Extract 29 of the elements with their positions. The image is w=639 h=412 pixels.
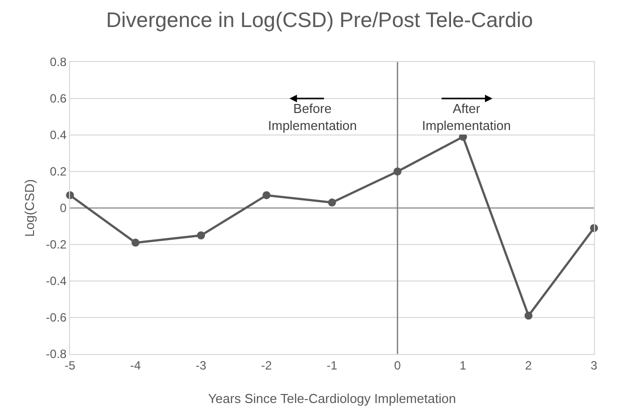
x-tick-label: -2 (261, 358, 272, 372)
x-axis-title: Years Since Tele-Cardiology Implemetation (208, 391, 456, 406)
point (524, 312, 532, 320)
point (132, 238, 140, 247)
x-tick-label: 2 (525, 358, 532, 372)
y-tick-label: -0.8 (46, 347, 67, 362)
y-tick-label: -0.4 (46, 274, 67, 288)
y-tick-label: 0 (60, 201, 67, 216)
x-tick-label: -1 (326, 358, 338, 372)
y-tick-label: -0.2 (46, 238, 67, 252)
point (197, 231, 205, 240)
y-tick-label: 0.8 (50, 55, 67, 70)
point (328, 198, 336, 207)
y-tick-label: 0.4 (50, 128, 67, 142)
annotation: Before Implementation (268, 101, 357, 133)
chart-title: Divergence in Log(CSD) Pre/Post Tele-Cardio (106, 9, 533, 32)
x-tick-label: 1 (460, 358, 467, 372)
x-tick-label: 3 (590, 358, 598, 372)
x-tick-label: -5 (64, 358, 76, 372)
y-axis-title: Log(CSD) (22, 179, 37, 237)
point (262, 191, 270, 200)
x-tick-label: 0 (394, 358, 402, 372)
y-tick-label: 0.2 (50, 164, 67, 179)
y-tick-label: 0.6 (50, 92, 67, 106)
y-tick-label: -0.6 (46, 310, 67, 325)
annotation: After Implementation (422, 101, 511, 133)
x-tick-label: -4 (130, 358, 142, 372)
point (394, 168, 402, 176)
x-tick-label: -3 (196, 358, 207, 372)
